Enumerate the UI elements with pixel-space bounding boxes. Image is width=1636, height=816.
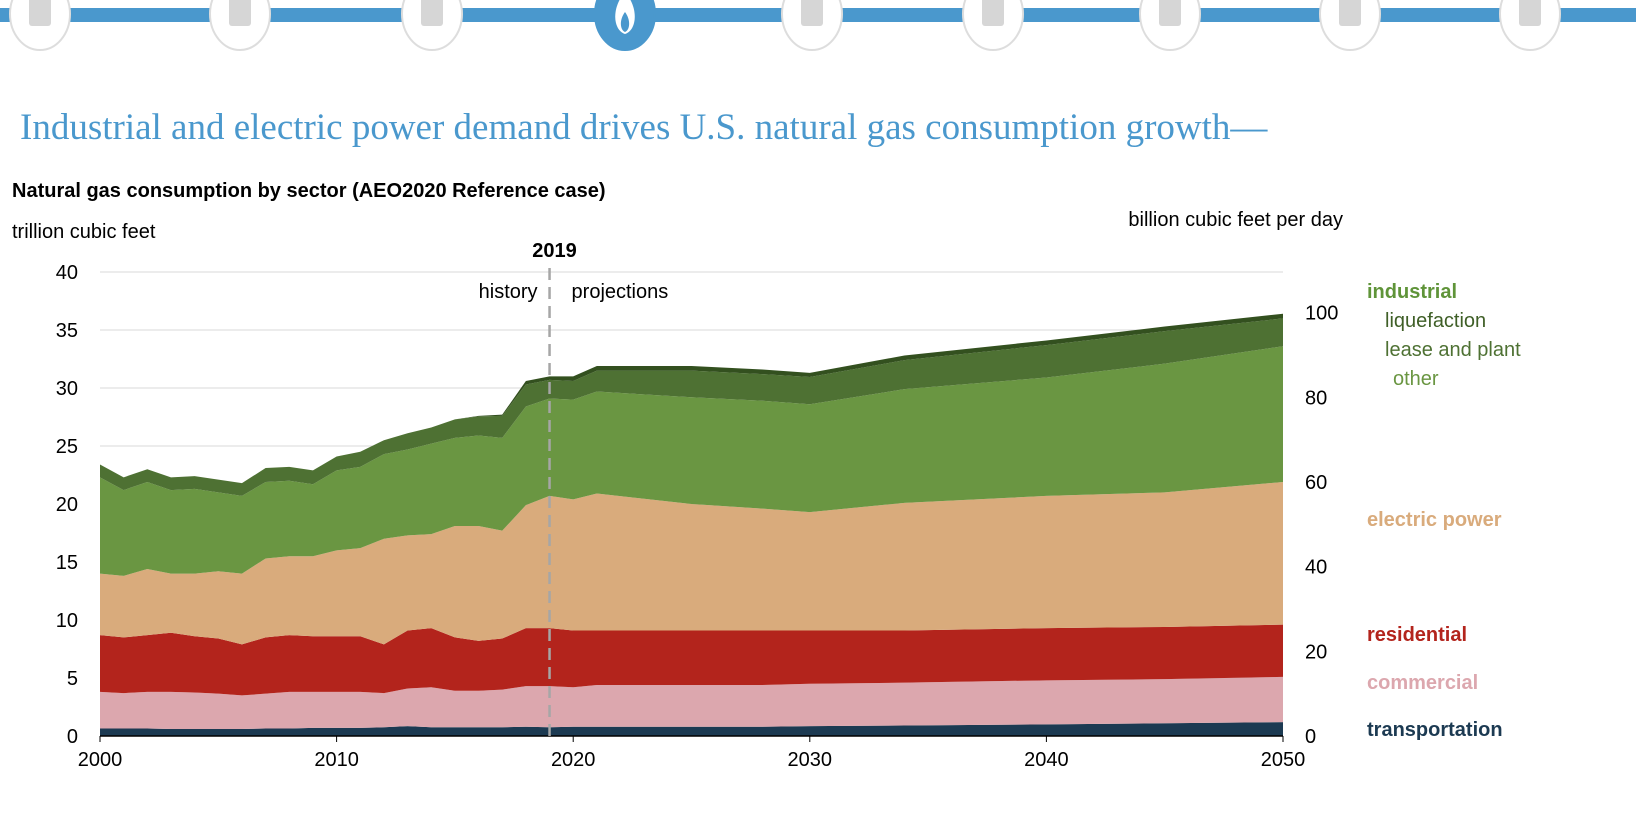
y-tick-right: 100 <box>1305 303 1338 325</box>
legend-transportation: transportation <box>1367 719 1503 741</box>
right-axis-unit: billion cubic feet per day <box>1128 209 1343 231</box>
report-clipboard-icon[interactable] <box>1499 0 1561 51</box>
area-residential <box>100 624 1283 696</box>
chart-title: Natural gas consumption by sector (AEO20… <box>12 180 606 202</box>
commercial-building-icon[interactable] <box>1139 0 1201 51</box>
natural-gas-flame-icon[interactable] <box>594 0 656 51</box>
divider-year-label: 2019 <box>532 240 577 262</box>
documents-icon-glyph <box>29 0 51 26</box>
y-tick-left: 25 <box>56 436 78 458</box>
sector-navigation-bar <box>0 0 1636 51</box>
legend-other: other <box>1393 368 1439 390</box>
x-tick-label: 2010 <box>314 749 359 771</box>
history-label: history <box>479 281 538 303</box>
magnifier-chart-icon[interactable] <box>209 0 271 51</box>
y-tick-left: 15 <box>56 552 78 574</box>
y-tick-right: 60 <box>1305 472 1327 494</box>
y-tick-right: 80 <box>1305 387 1327 409</box>
natural-gas-flame-icon-glyph-inner <box>620 12 630 32</box>
industrial-factory-icon[interactable] <box>1319 0 1381 51</box>
area-other <box>100 346 1283 576</box>
area-commercial <box>100 676 1283 730</box>
oil-barrel-icon[interactable] <box>401 0 463 51</box>
legend-industrial: industrial <box>1367 281 1458 303</box>
legend-liquefaction: liquefaction <box>1385 310 1487 332</box>
electricity-bolt-icon[interactable] <box>781 0 843 51</box>
area-liquefaction <box>100 313 1283 484</box>
report-clipboard-icon-glyph <box>1519 0 1541 26</box>
y-tick-left: 20 <box>56 494 78 516</box>
magnifier-chart-icon-glyph <box>229 0 251 26</box>
area-transportation <box>100 722 1283 736</box>
y-tick-left: 35 <box>56 320 78 342</box>
car-icon[interactable] <box>962 0 1024 51</box>
x-tick-label: 2020 <box>551 749 596 771</box>
y-tick-left: 5 <box>67 668 78 690</box>
x-tick-label: 2040 <box>1024 749 1069 771</box>
y-tick-right: 40 <box>1305 557 1327 579</box>
car-icon-glyph <box>982 0 1004 26</box>
y-tick-left: 10 <box>56 610 78 632</box>
legend-commercial: commercial <box>1367 672 1479 694</box>
y-tick-left: 30 <box>56 378 78 400</box>
legend-residential: residential <box>1367 624 1468 646</box>
page-title: Industrial and electric power demand dri… <box>20 107 1268 148</box>
commercial-building-icon-glyph <box>1159 0 1181 26</box>
y-tick-right: 0 <box>1305 726 1316 748</box>
x-tick-label: 2000 <box>78 749 123 771</box>
y-tick-left: 40 <box>56 262 78 284</box>
area-lease-and-plant <box>100 318 1283 496</box>
x-tick-label: 2050 <box>1261 749 1306 771</box>
documents-icon[interactable] <box>9 0 71 51</box>
y-tick-right: 20 <box>1305 641 1327 663</box>
legend-lease-and-plant: lease and plant <box>1385 339 1521 361</box>
legend-electric-power: electric power <box>1367 509 1502 531</box>
x-tick-label: 2030 <box>788 749 833 771</box>
projections-label: projections <box>572 281 669 303</box>
area-electric-power <box>100 481 1283 645</box>
left-axis-unit: trillion cubic feet <box>12 221 156 243</box>
y-tick-left: 0 <box>67 726 78 748</box>
industrial-factory-icon-glyph <box>1339 0 1361 26</box>
electricity-bolt-icon-glyph <box>801 0 823 26</box>
oil-barrel-icon-glyph <box>421 0 443 26</box>
